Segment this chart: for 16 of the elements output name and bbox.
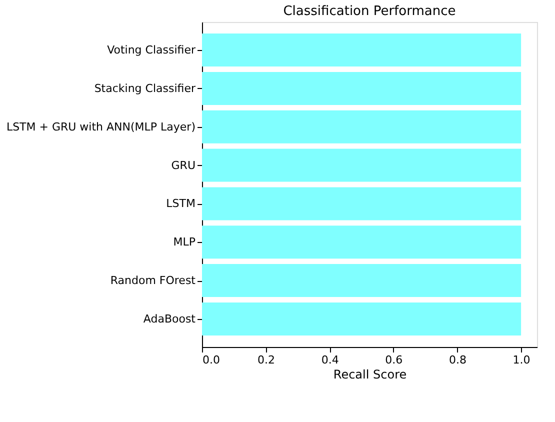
y-tick-label: LSTM + GRU with ANN(MLP Layer) — [6, 120, 196, 134]
x-axis-title: Recall Score — [333, 368, 407, 382]
y-tick-label: MLP — [173, 236, 196, 249]
y-tick-label: Random FOrest — [110, 274, 196, 288]
x-tick-label: 0.2 — [258, 354, 276, 366]
chart-title: Classification Performance — [283, 4, 456, 19]
x-tick-label: 1.0 — [512, 354, 530, 366]
y-tick-label: Stacking Classifier — [94, 82, 196, 95]
y-tick-label: GRU — [171, 158, 196, 172]
x-tick-label: 0.0 — [202, 354, 220, 366]
x-tick-label: 0.6 — [385, 354, 403, 366]
y-tick-label: Voting Classifier — [107, 44, 196, 57]
y-tick-label: LSTM — [166, 197, 196, 210]
x-tick-label: 0.4 — [321, 354, 339, 366]
x-tick-label: 0.8 — [448, 354, 466, 366]
y-tick-label: AdaBoost — [143, 312, 196, 326]
